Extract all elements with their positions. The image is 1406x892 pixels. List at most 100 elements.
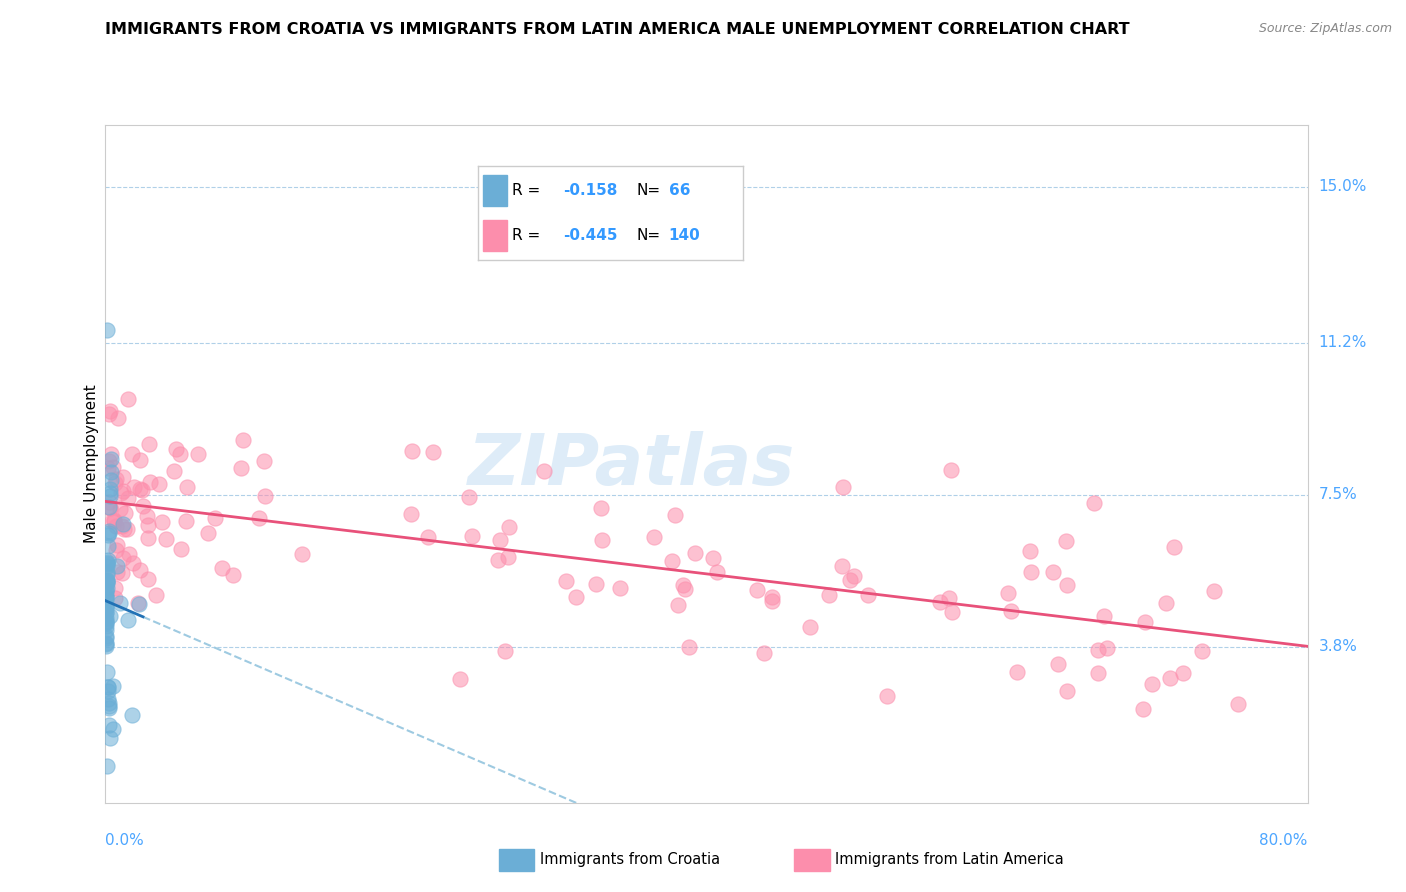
Point — [97, 495, 120, 509]
Point — [98, 731, 121, 746]
Point — [97, 684, 120, 698]
Point — [761, 594, 783, 608]
Point — [761, 591, 783, 605]
Point — [100, 447, 122, 461]
Point — [1142, 677, 1164, 691]
Point — [683, 546, 706, 560]
Point — [94, 599, 117, 613]
Point — [204, 511, 226, 525]
Point — [96, 631, 118, 645]
Bar — [484, 175, 508, 206]
Point — [554, 574, 576, 588]
Point — [229, 461, 252, 475]
Point — [672, 578, 695, 592]
Point — [661, 554, 683, 568]
Point — [96, 574, 118, 589]
Text: Immigrants from Latin America: Immigrants from Latin America — [835, 853, 1064, 867]
Point — [232, 433, 254, 447]
Point — [96, 639, 118, 653]
Point — [176, 480, 198, 494]
Point — [197, 526, 219, 541]
Point — [1173, 665, 1195, 680]
Point — [122, 557, 145, 571]
Point — [107, 411, 129, 425]
Point — [461, 529, 484, 543]
Point — [96, 566, 118, 581]
Point — [291, 547, 314, 561]
Point — [169, 447, 191, 461]
Point — [96, 591, 118, 605]
Point — [145, 588, 167, 602]
Point — [94, 619, 117, 633]
Point — [97, 527, 120, 541]
Point — [107, 559, 129, 574]
Point — [155, 532, 177, 546]
Point — [111, 519, 134, 533]
Point — [666, 598, 689, 612]
Point — [105, 543, 128, 558]
Point — [98, 500, 121, 515]
Text: 66: 66 — [668, 183, 690, 198]
Point — [585, 576, 607, 591]
Point — [96, 553, 118, 567]
Point — [138, 517, 160, 532]
Point — [138, 436, 160, 450]
Point — [110, 486, 132, 500]
Point — [96, 558, 118, 572]
Text: 80.0%: 80.0% — [1260, 833, 1308, 848]
Point — [110, 501, 132, 516]
Point — [100, 514, 122, 528]
Point — [101, 679, 124, 693]
Text: ZIPatlas: ZIPatlas — [468, 432, 794, 500]
Point — [1083, 496, 1105, 510]
Point — [565, 591, 588, 605]
Point — [96, 637, 118, 651]
Point — [129, 452, 152, 467]
Point — [105, 565, 128, 579]
Point — [591, 533, 613, 547]
Point — [110, 596, 132, 610]
Point — [94, 601, 117, 615]
Point — [591, 501, 613, 516]
Point — [112, 516, 135, 531]
Point — [1087, 666, 1109, 681]
Point — [121, 707, 143, 722]
Point — [1135, 615, 1157, 630]
Point — [1202, 584, 1225, 599]
Point — [643, 530, 665, 544]
Point — [96, 591, 118, 605]
Text: Immigrants from Croatia: Immigrants from Croatia — [540, 853, 720, 867]
Point — [1087, 643, 1109, 657]
Point — [609, 581, 631, 595]
Point — [939, 463, 962, 477]
Point — [165, 442, 187, 456]
Point — [170, 542, 193, 557]
Point — [1056, 578, 1078, 592]
Point — [121, 447, 143, 461]
Point — [124, 480, 146, 494]
Point — [97, 698, 120, 713]
Point — [98, 489, 121, 503]
Point — [100, 473, 122, 487]
Point — [498, 550, 520, 565]
Point — [163, 464, 186, 478]
Point — [96, 574, 118, 588]
Bar — [484, 220, 508, 251]
Point — [94, 610, 117, 624]
Point — [938, 591, 960, 605]
Point — [112, 470, 135, 484]
Point — [97, 696, 120, 710]
Point — [97, 461, 120, 475]
Point — [138, 475, 160, 489]
Point — [96, 556, 118, 570]
Point — [1000, 604, 1022, 618]
Point — [112, 522, 135, 536]
Point — [416, 530, 439, 544]
Point — [486, 553, 509, 567]
Point — [104, 475, 127, 490]
Point — [98, 407, 121, 421]
Point — [96, 555, 118, 569]
Point — [128, 563, 150, 577]
Point — [96, 323, 118, 337]
Point — [98, 486, 121, 500]
